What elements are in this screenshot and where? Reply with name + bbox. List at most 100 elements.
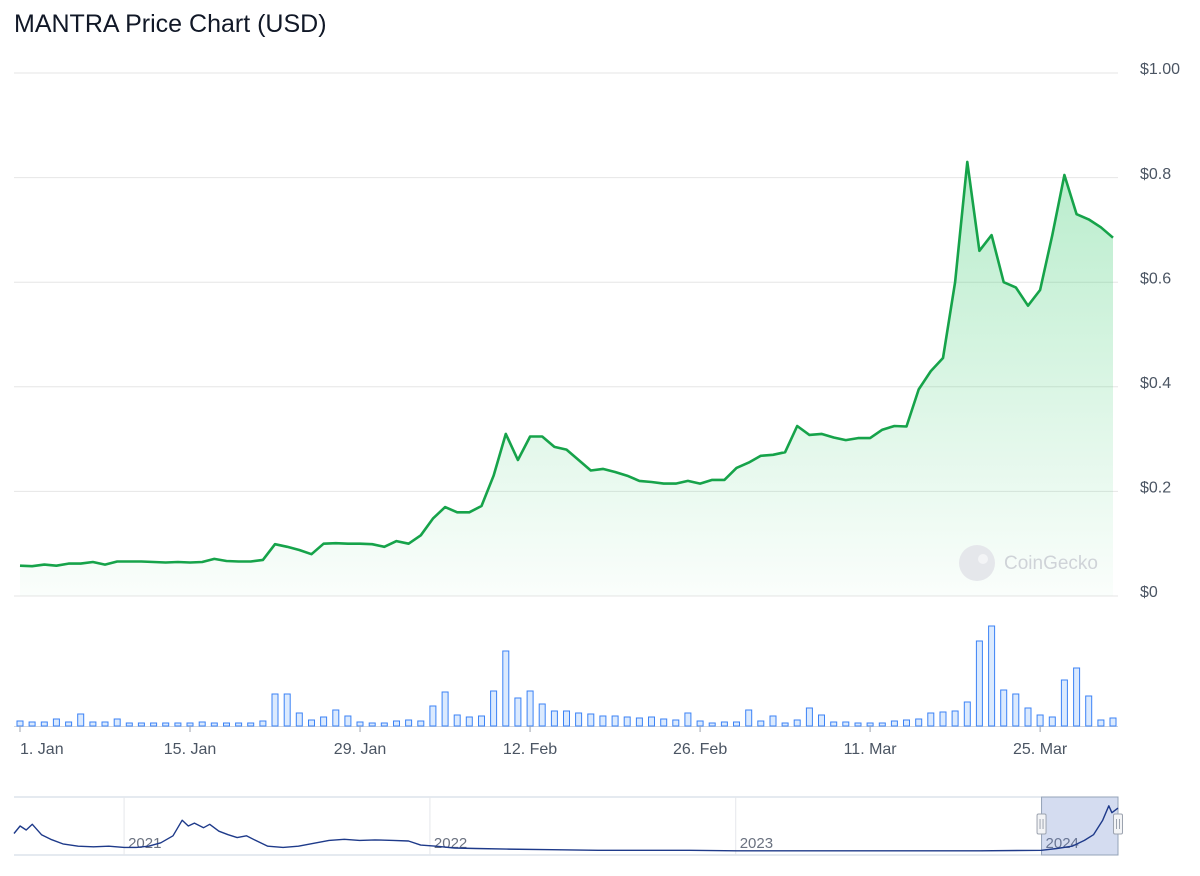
volume-bar[interactable] — [1073, 667, 1081, 727]
volume-bar[interactable] — [1000, 689, 1008, 727]
volume-bar[interactable] — [356, 721, 364, 727]
volume-bar[interactable] — [308, 719, 315, 727]
price-series[interactable] — [19, 160, 1114, 568]
volume-bar[interactable] — [587, 713, 595, 727]
volume-bar[interactable] — [465, 716, 473, 727]
volume-bar[interactable] — [259, 720, 267, 727]
volume-bar[interactable] — [429, 705, 437, 727]
volume-bar[interactable] — [550, 710, 558, 727]
volume-bar[interactable] — [502, 650, 510, 727]
volume-bar[interactable] — [283, 693, 291, 727]
volume-bar[interactable] — [866, 722, 874, 727]
volume-bar[interactable] — [1060, 679, 1068, 727]
volume-bar[interactable] — [1012, 693, 1020, 727]
volume-bar[interactable] — [271, 693, 279, 727]
volume-bar[interactable] — [1024, 707, 1032, 727]
volume-bar[interactable] — [1036, 714, 1044, 727]
volume-bar[interactable] — [320, 716, 328, 727]
volume-bar[interactable] — [332, 709, 340, 727]
volume-bar[interactable] — [623, 716, 631, 727]
volume-bar[interactable] — [210, 722, 218, 727]
volume-bar[interactable] — [113, 718, 121, 727]
volume-bar[interactable] — [368, 722, 376, 727]
volume-bar[interactable] — [696, 720, 704, 727]
volume-bar[interactable] — [575, 712, 583, 727]
volume-bar[interactable] — [223, 722, 230, 727]
volume-bar[interactable] — [842, 721, 850, 727]
volume-bar[interactable] — [963, 701, 971, 727]
navigator-selection[interactable] — [1041, 796, 1119, 856]
volume-bar[interactable] — [733, 721, 740, 727]
navigator-right-handle[interactable] — [1113, 813, 1123, 835]
volume-bar[interactable] — [538, 703, 546, 727]
volume-bar[interactable] — [125, 722, 133, 727]
volume-bar[interactable] — [89, 721, 97, 727]
navigator-left-handle[interactable] — [1036, 813, 1047, 835]
volume-bar[interactable] — [988, 625, 996, 727]
volume-bar[interactable] — [526, 690, 534, 727]
volume-bar[interactable] — [441, 691, 449, 727]
volume-bar[interactable] — [295, 712, 303, 727]
volume-bar[interactable] — [52, 718, 60, 727]
volume-bar[interactable] — [490, 690, 498, 727]
volume-bar[interactable] — [77, 713, 85, 727]
volume-bars[interactable] — [14, 625, 1118, 727]
volume-bar[interactable] — [65, 721, 73, 727]
volume-bar[interactable] — [878, 722, 886, 727]
volume-bar[interactable] — [1109, 717, 1117, 727]
volume-bar[interactable] — [757, 720, 765, 727]
volume-bar[interactable] — [344, 715, 352, 727]
volume-bar[interactable] — [975, 640, 983, 727]
volume-bar[interactable] — [1097, 719, 1105, 727]
handle-grip[interactable] — [1113, 813, 1123, 835]
volume-bar[interactable] — [890, 720, 898, 727]
volume-bar[interactable] — [708, 722, 716, 727]
volume-bar[interactable] — [745, 709, 753, 727]
volume-bar[interactable] — [672, 719, 680, 727]
volume-bar[interactable] — [198, 721, 206, 727]
volume-bar[interactable] — [830, 721, 838, 727]
volume-bar[interactable] — [247, 722, 255, 727]
volume-bar[interactable] — [781, 722, 789, 727]
volume-bar[interactable] — [1085, 695, 1093, 727]
volume-bar[interactable] — [793, 719, 801, 727]
volume-bar[interactable] — [174, 722, 182, 727]
volume-bar[interactable] — [915, 718, 923, 727]
volume-bar[interactable] — [635, 717, 643, 727]
volume-bar[interactable] — [684, 712, 692, 727]
volume-bar[interactable] — [405, 719, 413, 727]
volume-bar[interactable] — [951, 710, 959, 727]
volume-bar[interactable] — [28, 721, 36, 727]
volume-bar[interactable] — [393, 720, 400, 727]
volume-bar[interactable] — [939, 711, 947, 727]
volume-bar[interactable] — [137, 722, 145, 727]
volume-bar[interactable] — [818, 714, 825, 727]
price-line[interactable] — [19, 160, 1114, 568]
volume-bar[interactable] — [150, 722, 158, 727]
volume-bar[interactable] — [1048, 716, 1056, 727]
volume-bar[interactable] — [380, 722, 388, 727]
volume-bar[interactable] — [927, 712, 935, 727]
navigator[interactable]: 2021202220232024 — [13, 796, 1123, 856]
volume-bar[interactable] — [101, 721, 109, 727]
volume-bar[interactable] — [611, 715, 619, 727]
volume-bar[interactable] — [235, 722, 243, 727]
volume-bar[interactable] — [563, 710, 570, 727]
volume-bar[interactable] — [16, 720, 24, 727]
volume-bar[interactable] — [805, 707, 813, 727]
volume-bar[interactable] — [599, 715, 607, 727]
volume-bar[interactable] — [162, 722, 170, 727]
handle-grip[interactable] — [1036, 813, 1047, 835]
volume-bar[interactable] — [769, 715, 777, 727]
volume-bar[interactable] — [648, 716, 655, 727]
volume-bar[interactable] — [417, 720, 425, 727]
volume-bar[interactable] — [720, 721, 728, 727]
volume-bar[interactable] — [854, 722, 862, 727]
volume-bar[interactable] — [453, 714, 461, 727]
volume-bar[interactable] — [186, 722, 194, 727]
volume-bar[interactable] — [478, 715, 485, 727]
volume-bar[interactable] — [514, 697, 522, 727]
volume-bar[interactable] — [903, 719, 910, 727]
volume-bar[interactable] — [40, 721, 48, 727]
